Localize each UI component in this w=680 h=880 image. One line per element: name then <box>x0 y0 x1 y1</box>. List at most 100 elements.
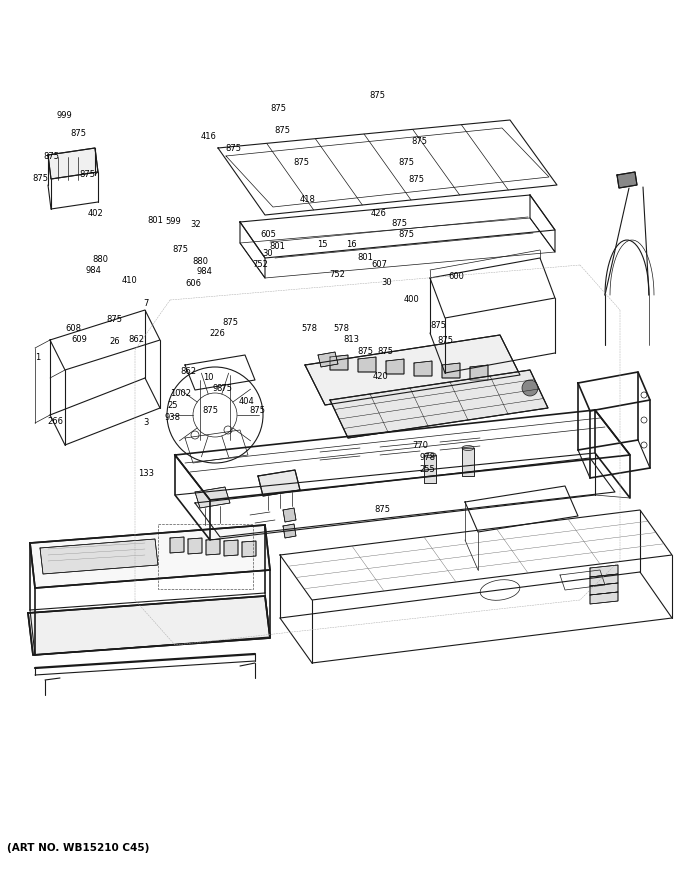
Text: 420: 420 <box>372 372 388 381</box>
Text: 426: 426 <box>370 209 386 218</box>
Polygon shape <box>242 541 256 557</box>
Text: 875: 875 <box>79 170 95 179</box>
Text: 978: 978 <box>420 453 436 462</box>
Polygon shape <box>48 148 98 179</box>
Text: 770: 770 <box>412 441 428 450</box>
Text: 862: 862 <box>128 335 144 344</box>
Text: 999: 999 <box>56 111 73 120</box>
Text: 255: 255 <box>420 465 436 473</box>
Text: 801: 801 <box>269 242 286 251</box>
Text: 875: 875 <box>411 137 428 146</box>
Polygon shape <box>462 448 474 476</box>
Text: 984: 984 <box>196 268 212 276</box>
Text: 875: 875 <box>437 336 454 345</box>
Text: 1002: 1002 <box>171 389 191 398</box>
Text: 133: 133 <box>138 469 154 478</box>
Text: 226: 226 <box>209 329 225 338</box>
Text: 25: 25 <box>167 401 178 410</box>
Text: 875: 875 <box>271 104 287 113</box>
Text: 266: 266 <box>48 417 64 426</box>
Text: 875: 875 <box>225 144 241 153</box>
Text: 875: 875 <box>32 174 48 183</box>
Text: 875: 875 <box>430 321 447 330</box>
Polygon shape <box>590 565 618 577</box>
Text: 599: 599 <box>165 217 182 226</box>
Polygon shape <box>617 172 637 188</box>
Text: 875: 875 <box>172 246 188 254</box>
Text: 984: 984 <box>85 266 101 275</box>
Text: 875: 875 <box>43 152 59 161</box>
Polygon shape <box>590 592 618 604</box>
Polygon shape <box>470 365 488 380</box>
Text: 875: 875 <box>408 175 424 184</box>
Text: 875: 875 <box>398 158 415 167</box>
Polygon shape <box>258 470 300 496</box>
Polygon shape <box>283 508 296 522</box>
Text: 30: 30 <box>262 249 273 258</box>
Bar <box>158 524 253 589</box>
Text: 875: 875 <box>106 315 122 324</box>
Ellipse shape <box>424 452 436 458</box>
Text: 578: 578 <box>301 324 318 333</box>
Text: 578: 578 <box>333 324 350 333</box>
Text: 880: 880 <box>192 257 209 266</box>
Polygon shape <box>28 596 270 655</box>
Text: 875: 875 <box>216 385 233 393</box>
Text: 418: 418 <box>300 195 316 204</box>
Text: 875: 875 <box>293 158 309 167</box>
Polygon shape <box>195 487 230 508</box>
Text: 938: 938 <box>165 413 181 422</box>
Text: 607: 607 <box>371 260 388 269</box>
Polygon shape <box>424 455 436 483</box>
Text: 875: 875 <box>249 407 265 415</box>
Polygon shape <box>386 359 404 374</box>
Text: 7: 7 <box>143 299 149 308</box>
Text: 875: 875 <box>203 407 219 415</box>
Text: 813: 813 <box>343 335 360 344</box>
Polygon shape <box>30 525 270 588</box>
Text: 26: 26 <box>109 337 120 346</box>
Polygon shape <box>188 538 202 554</box>
Text: 404: 404 <box>238 397 254 406</box>
Text: 30: 30 <box>381 278 392 287</box>
Text: 752: 752 <box>252 260 269 269</box>
Text: 875: 875 <box>391 219 407 228</box>
Polygon shape <box>414 361 432 376</box>
Polygon shape <box>40 539 158 574</box>
Text: 16: 16 <box>346 240 357 249</box>
Text: 801: 801 <box>147 216 163 225</box>
Text: 875: 875 <box>357 348 373 356</box>
Text: 400: 400 <box>403 295 420 304</box>
Text: 801: 801 <box>357 253 373 262</box>
Polygon shape <box>318 352 338 367</box>
Text: 402: 402 <box>87 209 103 218</box>
Polygon shape <box>305 335 520 405</box>
Polygon shape <box>330 370 548 438</box>
Text: 3: 3 <box>143 418 149 427</box>
Polygon shape <box>358 357 376 372</box>
Polygon shape <box>590 574 618 586</box>
Text: 410: 410 <box>121 276 137 285</box>
Text: 605: 605 <box>260 231 276 239</box>
Text: 875: 875 <box>222 319 239 327</box>
Text: 875: 875 <box>274 126 290 135</box>
Text: 32: 32 <box>190 220 201 229</box>
Text: 875: 875 <box>369 92 386 100</box>
Polygon shape <box>330 355 348 370</box>
Polygon shape <box>590 583 618 595</box>
Text: (ART NO. WB15210 C45): (ART NO. WB15210 C45) <box>7 843 150 853</box>
Text: 15: 15 <box>317 240 328 249</box>
Text: 1: 1 <box>35 353 41 362</box>
Text: 10: 10 <box>203 373 214 382</box>
Text: 875: 875 <box>375 505 391 514</box>
Text: 875: 875 <box>398 231 414 239</box>
Text: 608: 608 <box>65 324 82 333</box>
Circle shape <box>522 380 538 396</box>
Text: 606: 606 <box>186 279 202 288</box>
Text: 416: 416 <box>200 132 216 141</box>
Text: 9: 9 <box>213 385 218 393</box>
Text: 875: 875 <box>70 129 86 138</box>
Polygon shape <box>206 539 220 555</box>
Text: 600: 600 <box>448 272 464 281</box>
Polygon shape <box>224 540 238 556</box>
